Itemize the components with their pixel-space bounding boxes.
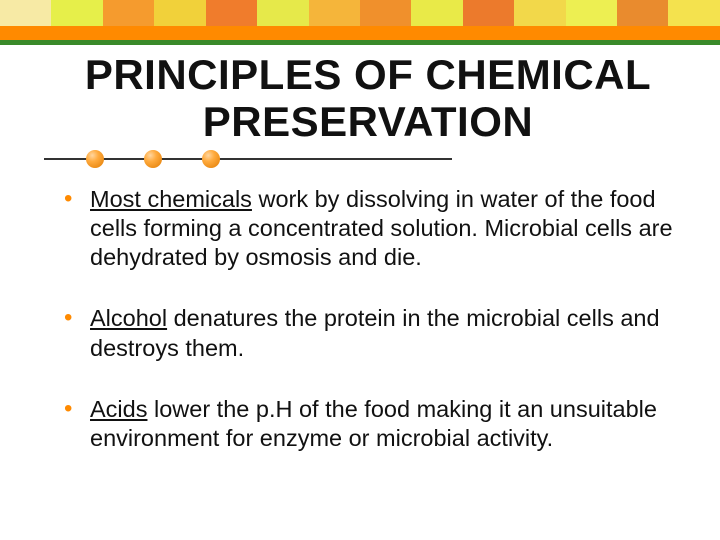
slide-content: PRINCIPLES OF CHEMICAL PRESERVATION Most…	[0, 45, 720, 453]
list-item: Acids lower the p.H of the food making i…	[64, 395, 678, 453]
divider-dots	[86, 150, 220, 168]
slide-title: PRINCIPLES OF CHEMICAL PRESERVATION	[58, 51, 678, 145]
title-divider	[58, 147, 678, 171]
bullet-rest: lower the p.H of the food making it an u…	[90, 396, 657, 451]
bullet-list: Most chemicals work by dissolving in wat…	[58, 185, 678, 453]
title-line-2: PRESERVATION	[203, 98, 533, 145]
bullet-lead: Acids	[90, 396, 147, 422]
orange-bar	[0, 26, 720, 40]
title-line-1: PRINCIPLES OF CHEMICAL	[85, 51, 651, 98]
bullet-rest: denatures the protein in the microbial c…	[90, 305, 660, 360]
dot-icon	[202, 150, 220, 168]
dot-icon	[144, 150, 162, 168]
dot-icon	[86, 150, 104, 168]
banner-background	[0, 0, 720, 26]
list-item: Alcohol denatures the protein in the mic…	[64, 304, 678, 362]
list-item: Most chemicals work by dissolving in wat…	[64, 185, 678, 272]
decorative-banner	[0, 0, 720, 26]
bullet-lead: Most chemicals	[90, 186, 252, 212]
bullet-lead: Alcohol	[90, 305, 167, 331]
